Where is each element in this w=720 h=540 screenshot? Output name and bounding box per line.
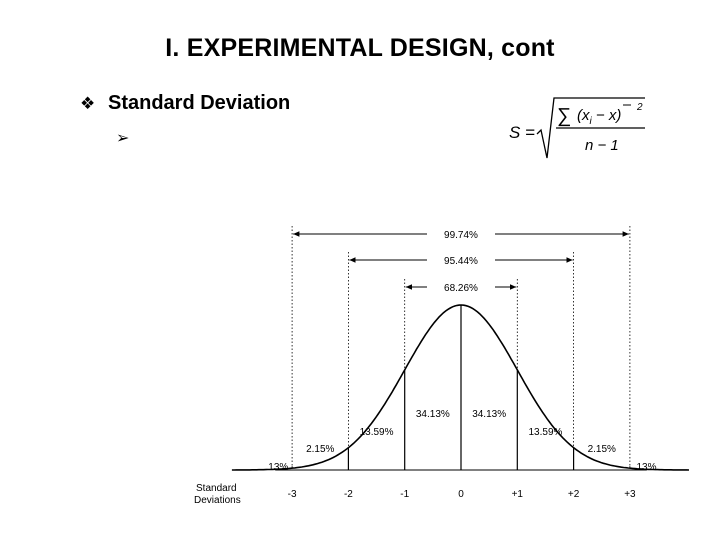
range-label: 95.44%: [444, 256, 478, 267]
x-tick-label: +3: [624, 489, 636, 500]
arrow-bullet-icon: ➢: [116, 130, 130, 147]
bullet-standard-deviation: ❖ Standard Deviation: [80, 92, 290, 115]
x-tick-label: -3: [288, 489, 297, 500]
x-tick-label: -2: [344, 489, 353, 500]
formula-radical: [536, 97, 645, 159]
x-tick-label: 0: [458, 489, 464, 500]
range-label: 99.74%: [444, 230, 478, 241]
segment-label: .13%: [634, 462, 657, 473]
range-label: 68.26%: [444, 283, 478, 294]
axis-label-standard: Standard: [196, 483, 237, 494]
segment-label: 13.59%: [528, 427, 562, 438]
axis-label-deviations: Deviations: [194, 495, 241, 506]
segment-label: .13%: [266, 462, 289, 473]
bullet-label: Standard Deviation: [108, 92, 291, 114]
formula-numerator: (xi − x): [577, 107, 621, 127]
formula-denominator: n − 1: [585, 137, 619, 154]
segment-label: 2.15%: [588, 444, 616, 455]
x-tick-label: +1: [512, 489, 524, 500]
segment-label: 13.59%: [360, 427, 394, 438]
formula-exponent: 2: [636, 102, 643, 113]
standard-deviation-formula: S = ∑ (xi − x) 2 n − 1: [509, 97, 645, 159]
segment-label: 34.13%: [416, 409, 450, 420]
segment-label: 2.15%: [306, 444, 334, 455]
diamond-bullet-icon: ❖: [80, 93, 96, 113]
formula-lhs: S =: [509, 123, 535, 142]
slide-title: I. EXPERIMENTAL DESIGN, cont: [165, 34, 555, 62]
x-tick-label: +2: [568, 489, 580, 500]
segment-label: 34.13%: [472, 409, 506, 420]
formula-sum-symbol: ∑: [557, 105, 571, 127]
sub-bullet: ➢: [116, 128, 129, 148]
x-tick-label: -1: [400, 489, 409, 500]
